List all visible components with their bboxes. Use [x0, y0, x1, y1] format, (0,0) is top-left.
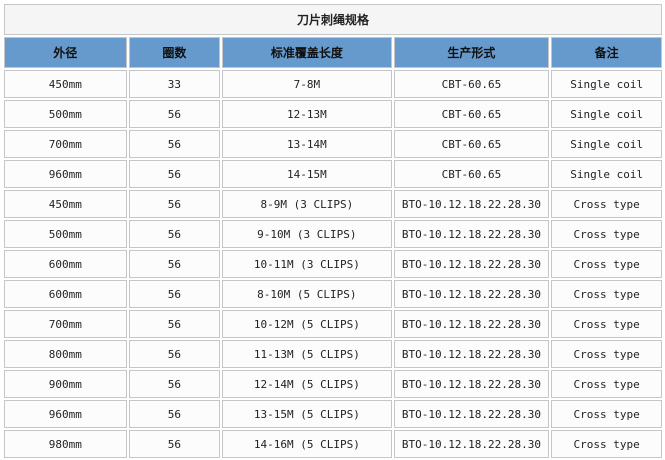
column-header: 备注 — [551, 37, 662, 68]
table-row: 800mm 56 11-13M (5 CLIPS) BTO-10.12.18.22.2… — [4, 340, 662, 368]
table-cell: CBT-60.65 — [393, 130, 550, 158]
table-cell: 500mm — [4, 220, 127, 248]
table-cell: Single coil — [551, 130, 662, 158]
table-row: 700mm 56 13-14M CBT-60.65 Single coil — [4, 130, 662, 158]
table-cell: 12-13M — [222, 100, 392, 128]
table-cell: 56 — [128, 370, 221, 398]
table-cell: 960mm — [4, 160, 127, 188]
table-cell: 8-9M (3 CLIPS) — [222, 190, 392, 218]
table-cell: BTO-10.12.18.22.28.30 — [393, 400, 550, 428]
table-cell: 500mm — [4, 100, 127, 128]
table-cell: Single coil — [551, 160, 662, 188]
table-cell: 56 — [128, 130, 221, 158]
table-cell: BTO-10.12.18.22.28.30 — [393, 220, 550, 248]
table-cell: 14-16M (5 CLIPS) — [222, 430, 392, 458]
table-cell: BTO-10.12.18.22.28.30 — [393, 370, 550, 398]
table-cell: 14-15M — [222, 160, 392, 188]
column-header: 圈数 — [128, 37, 221, 68]
table-cell: Single coil — [551, 100, 662, 128]
table-cell: 600mm — [4, 280, 127, 308]
table-cell: 33 — [128, 70, 221, 98]
table-cell: BTO-10.12.18.22.28.30 — [393, 430, 550, 458]
table-cell: Cross type — [551, 310, 662, 338]
table-cell: 56 — [128, 100, 221, 128]
table-cell: BTO-10.12.18.22.28.30 — [393, 310, 550, 338]
table-cell: 10-12M (5 CLIPS) — [222, 310, 392, 338]
table-cell: Cross type — [551, 250, 662, 278]
table-cell: 11-13M (5 CLIPS) — [222, 340, 392, 368]
table-cell: Cross type — [551, 430, 662, 458]
table-cell: Cross type — [551, 190, 662, 218]
table-cell: BTO-10.12.18.22.28.30 — [393, 340, 550, 368]
column-header: 生产形式 — [393, 37, 550, 68]
table-cell: 700mm — [4, 130, 127, 158]
table-cell: 800mm — [4, 340, 127, 368]
table-cell: CBT-60.65 — [393, 70, 550, 98]
table-cell: BTO-10.12.18.22.28.30 — [393, 280, 550, 308]
table-row: 700mm 56 10-12M (5 CLIPS) BTO-10.12.18.22.2… — [4, 310, 662, 338]
table-cell: Single coil — [551, 70, 662, 98]
table-cell: BTO-10.12.18.22.28.30 — [393, 250, 550, 278]
table-cell: 960mm — [4, 400, 127, 428]
table-row: 900mm 56 12-14M (5 CLIPS) BTO-10.12.18.22.2… — [4, 370, 662, 398]
table-cell: 56 — [128, 160, 221, 188]
table-cell: 13-15M (5 CLIPS) — [222, 400, 392, 428]
table-cell: 700mm — [4, 310, 127, 338]
table-row: 450mm 56 8-9M (3 CLIPS) BTO-10.12.18.22.28.… — [4, 190, 662, 218]
table-row: 600mm 56 8-10M (5 CLIPS) BTO-10.12.18.22.28… — [4, 280, 662, 308]
table-cell: 900mm — [4, 370, 127, 398]
table-cell: 13-14M — [222, 130, 392, 158]
table-cell: 56 — [128, 430, 221, 458]
table-cell: Cross type — [551, 340, 662, 368]
table-cell: 7-8M — [222, 70, 392, 98]
table-row: 960mm 56 13-15M (5 CLIPS) BTO-10.12.18.22.2… — [4, 400, 662, 428]
table-cell: BTO-10.12.18.22.28.30 — [393, 190, 550, 218]
table-row: 980mm 56 14-16M (5 CLIPS) BTO-10.12.18.22.2… — [4, 430, 662, 458]
table-cell: CBT-60.65 — [393, 100, 550, 128]
table-cell: 56 — [128, 280, 221, 308]
table-cell: 980mm — [4, 430, 127, 458]
table-title: 刀片刺绳规格 — [4, 4, 662, 35]
table-cell: 56 — [128, 190, 221, 218]
table-cell: 12-14M (5 CLIPS) — [222, 370, 392, 398]
table-cell: CBT-60.65 — [393, 160, 550, 188]
column-header: 外径 — [4, 37, 127, 68]
table-cell: 56 — [128, 220, 221, 248]
table-cell: Cross type — [551, 280, 662, 308]
table-cell: 8-10M (5 CLIPS) — [222, 280, 392, 308]
table-row: 500mm 56 9-10M (3 CLIPS) BTO-10.12.18.22.28… — [4, 220, 662, 248]
column-header: 标准覆盖长度 — [222, 37, 392, 68]
table-cell: Cross type — [551, 220, 662, 248]
table-cell: 56 — [128, 250, 221, 278]
table-cell: 450mm — [4, 190, 127, 218]
table-cell: Cross type — [551, 370, 662, 398]
table-cell: 56 — [128, 400, 221, 428]
table-row: 450mm 33 7-8M CBT-60.65 Single coil — [4, 70, 662, 98]
table-cell: 56 — [128, 310, 221, 338]
table-row: 960mm 56 14-15M CBT-60.65 Single coil — [4, 160, 662, 188]
table-cell: 450mm — [4, 70, 127, 98]
table-cell: 600mm — [4, 250, 127, 278]
table-row: 500mm 56 12-13M CBT-60.65 Single coil — [4, 100, 662, 128]
table-cell: 9-10M (3 CLIPS) — [222, 220, 392, 248]
table-cell: 10-11M (3 CLIPS) — [222, 250, 392, 278]
table-row: 600mm 56 10-11M (3 CLIPS) BTO-10.12.18.22.2… — [4, 250, 662, 278]
table-cell: Cross type — [551, 400, 662, 428]
table-cell: 56 — [128, 340, 221, 368]
